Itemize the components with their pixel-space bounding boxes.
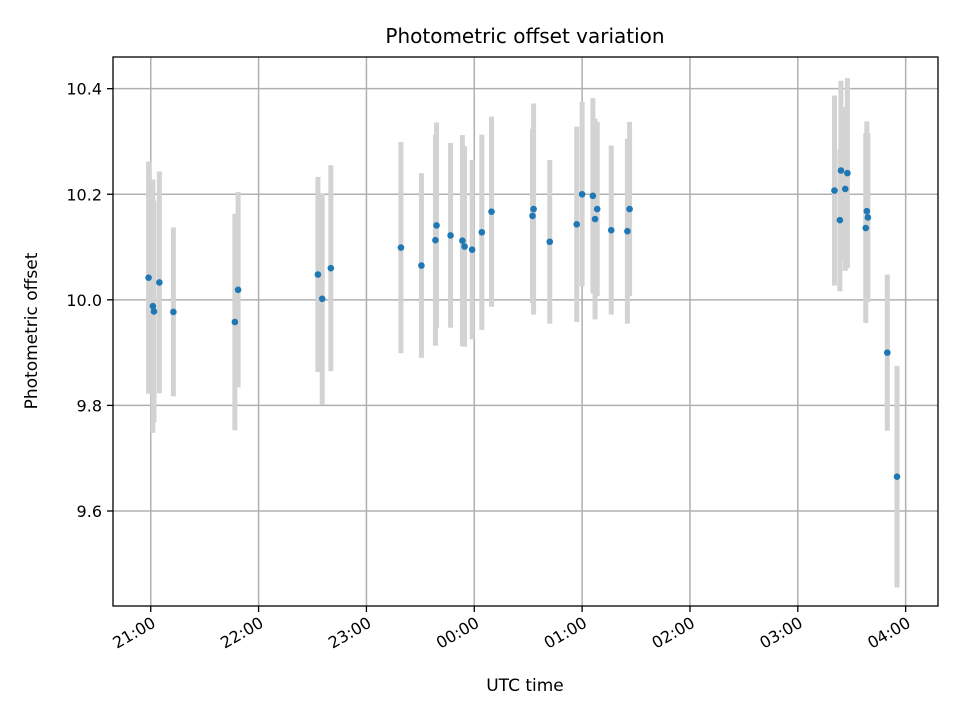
y-tick-label: 10.2 [66,185,102,204]
x-tick-label: 03:00 [756,613,805,653]
data-point [149,302,157,310]
data-point [593,205,601,213]
data-point [862,224,870,232]
data-point [573,221,581,228]
data-point [836,216,844,224]
y-tick-label: 10.0 [66,291,102,310]
data-point [459,237,466,245]
data-point [837,167,845,174]
y-tick-label: 9.6 [77,502,102,521]
data-point [626,205,633,213]
x-axis-label: UTC time [486,676,564,696]
data-point [318,295,326,303]
x-axis: 21:00 22:00 23:00 00:00 01:00 02:00 03:00 04:00 [109,606,914,653]
data-point [397,244,405,251]
data-point [591,215,599,223]
data-point [589,192,597,200]
data-point [863,207,871,215]
x-tick-label: 01:00 [541,613,590,653]
x-tick-label: 22:00 [217,613,266,653]
data-point [314,271,322,278]
y-axis: 9.6 9.8 10.0 10.2 10.4 [66,80,113,521]
data-point [530,205,537,213]
data-point [156,279,163,286]
data-point [831,187,838,194]
data-point [145,274,152,281]
data-point [478,228,486,236]
data-point [624,227,631,235]
data-point [529,212,536,220]
grid-lines [113,57,938,606]
data-point [864,214,872,221]
chart-title: Photometric offset variation [385,24,664,48]
data-point [234,286,242,294]
data-point [150,308,158,315]
data-point [418,262,425,269]
y-tick-label: 9.8 [77,396,102,415]
x-tick-label: 02:00 [649,613,698,653]
data-point [841,185,849,193]
data-point [327,264,335,272]
plot-frame [112,56,939,607]
data-point [170,308,177,316]
x-tick-label: 21:00 [109,613,158,653]
data-point [893,473,901,480]
x-tick-label: 04:00 [864,613,913,653]
data-point [433,222,440,229]
x-tick-label: 00:00 [433,613,482,653]
data-point [461,243,468,250]
data-point [578,190,586,198]
x-tick-label: 23:00 [325,613,374,653]
data-point [884,349,891,356]
y-axis-label: Photometric offset [22,252,42,409]
data-point [607,226,615,234]
data-point [546,238,554,246]
y-tick-label: 10.4 [66,80,102,99]
data-point [844,169,851,177]
data-point [447,232,454,239]
data-point [468,246,476,253]
data-point [432,236,439,244]
data-points [145,167,901,480]
data-point [488,208,495,215]
data-point [231,318,239,326]
